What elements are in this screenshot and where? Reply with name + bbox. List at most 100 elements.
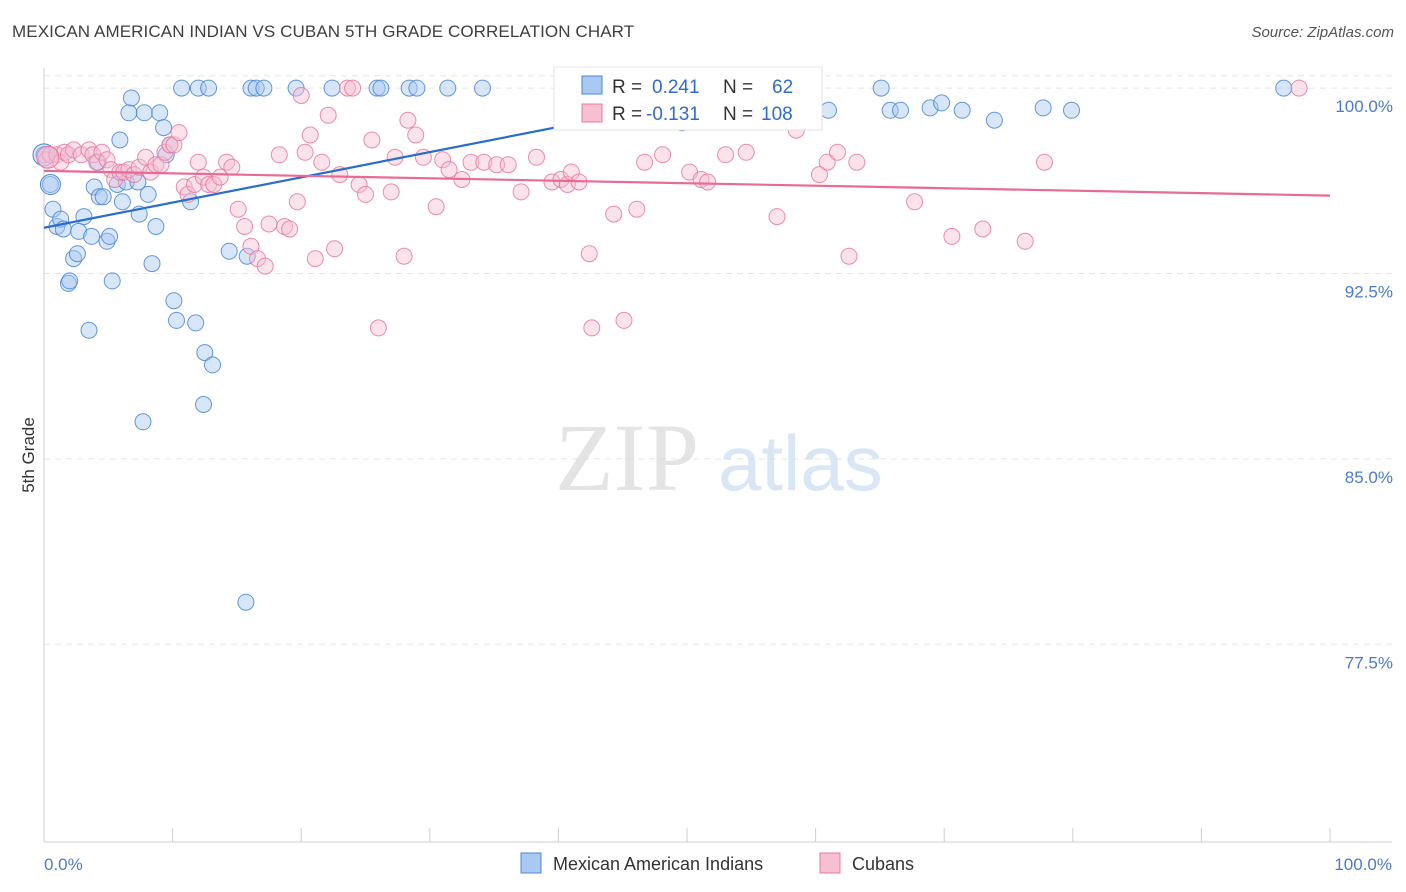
cuban-point-59 xyxy=(357,185,374,203)
y-tick-label-3: 77.5% xyxy=(1345,653,1393,672)
mexican-american-indian-point-46 xyxy=(200,79,218,97)
cuban-point-53 xyxy=(319,106,337,124)
cuban-point-38 xyxy=(229,200,247,218)
stats-n-label-blue: N = xyxy=(723,77,753,98)
mexican-american-indian-point-22 xyxy=(111,131,129,149)
mexican-american-indian-point-79 xyxy=(1034,99,1052,117)
stats-r-label-pink: R = xyxy=(612,104,642,125)
watermark-zip: ZIP xyxy=(555,404,699,511)
mexican-american-indian-point-81 xyxy=(1275,79,1293,97)
cuban-point-54 xyxy=(326,240,344,258)
mexican-american-indian-point-29 xyxy=(134,413,152,431)
cuban-point-95 xyxy=(768,208,786,226)
stats-swatch-pink xyxy=(581,103,603,123)
y-tick-label-1: 92.5% xyxy=(1345,282,1393,301)
cuban-point-97 xyxy=(811,166,828,184)
mexican-american-indian-point-35 xyxy=(155,119,173,137)
mexican-american-indian-point-48 xyxy=(220,242,238,260)
x-tick-label-max: 100.0% xyxy=(1334,855,1392,874)
cuban-point-87 xyxy=(628,200,646,218)
watermark-atlas: atlas xyxy=(718,419,883,507)
stats-box: R = 0.241 N = 62 R = -0.131 N = 108 xyxy=(553,66,823,131)
cuban-point-64 xyxy=(395,247,413,265)
cuban-point-84 xyxy=(583,319,601,337)
mexican-american-indian-point-18 xyxy=(98,232,116,250)
cuban-point-39 xyxy=(236,218,254,235)
mexican-american-indian-point-40 xyxy=(173,79,191,97)
cuban-point-48 xyxy=(292,87,310,104)
cuban-point-85 xyxy=(605,205,623,223)
mexican-american-indian-point-10 xyxy=(70,222,88,240)
mexican-american-indian-point-44 xyxy=(195,396,212,413)
mexican-american-indian-point-45 xyxy=(196,344,214,362)
cuban-point-37 xyxy=(223,158,241,176)
cuban-point-94 xyxy=(737,143,755,161)
mexican-american-indian-point-30 xyxy=(135,104,153,122)
mexican-american-indian-point-17 xyxy=(94,188,112,206)
mexican-american-indian-point-23 xyxy=(113,193,131,211)
legend: Mexican American Indians Cubans xyxy=(520,852,914,874)
cuban-point-51 xyxy=(306,250,324,268)
cuban-point-103 xyxy=(943,227,961,245)
mexican-american-indian-point-78 xyxy=(985,111,1003,129)
y-axis-label: 5th Grade xyxy=(19,417,38,493)
cuban-point-107 xyxy=(1290,79,1308,97)
cuban-point-5 xyxy=(59,146,77,164)
mexican-american-indian-point-53 xyxy=(255,79,273,97)
cuban-point-large xyxy=(36,145,60,169)
mexican-american-indian-point-12 xyxy=(80,321,98,339)
mexican-american-indian-point-20 xyxy=(103,272,121,290)
cuban-point-72 xyxy=(462,153,480,171)
cuban-point-65 xyxy=(399,111,417,129)
y-tick-label-0: 100.0% xyxy=(1335,97,1393,116)
mexican-american-indian-point-38 xyxy=(165,292,183,310)
cuban-point-60 xyxy=(363,131,381,149)
mexican-american-indian-point-32 xyxy=(143,255,161,273)
mexican-american-indian-point-16 xyxy=(90,188,108,206)
chart-title: MEXICAN AMERICAN INDIAN VS CUBAN 5TH GRA… xyxy=(12,22,635,41)
mexican-american-indian-point-9 xyxy=(68,245,86,263)
cuban-point-76 xyxy=(512,183,530,201)
x-tick-label-min: 0.0% xyxy=(44,855,83,874)
chart-source: Source: ZipAtlas.com xyxy=(1251,24,1394,41)
cuban-point-43 xyxy=(260,215,278,233)
legend-swatch-cubans xyxy=(819,852,841,874)
cuban-point-77 xyxy=(528,148,545,166)
grid-lines xyxy=(44,75,1392,645)
cuban-point-83 xyxy=(580,245,598,263)
cuban-point-101 xyxy=(848,153,866,171)
mexican-american-indian-point-57 xyxy=(372,79,390,97)
cubans-trend-line xyxy=(43,169,1331,197)
cuban-point-52 xyxy=(313,153,331,171)
cuban-point-31 xyxy=(189,153,207,171)
mexican-american-indian-point-13 xyxy=(83,227,101,245)
stats-r-label-blue: R = xyxy=(612,77,642,98)
mexican-american-indian-point-51 xyxy=(242,79,260,97)
cuban-point-92 xyxy=(699,173,717,191)
cuban-point-44 xyxy=(270,146,288,164)
legend-label-mexican-american-indians: Mexican American Indians xyxy=(553,854,763,874)
stats-swatch-blue xyxy=(581,75,603,95)
cuban-point-56 xyxy=(339,79,356,97)
cuban-point-75 xyxy=(499,156,517,174)
y-axis-tick-labels: 100.0% 92.5% 85.0% 77.5% xyxy=(1335,97,1393,672)
cuban-point-66 xyxy=(407,126,425,144)
mexican-american-indian-point-47 xyxy=(204,356,221,374)
cuban-point-25 xyxy=(161,136,179,154)
mexican-american-indian-point-61 xyxy=(474,79,491,97)
mexican-american-indian-point-7 xyxy=(61,272,79,290)
mexican-american-indian-point-74 xyxy=(892,101,909,119)
axes xyxy=(43,68,1392,843)
cuban-point-102 xyxy=(906,193,924,211)
cuban-point-30 xyxy=(186,176,203,193)
x-axis-ticks xyxy=(43,828,1331,842)
mexican-american-indian-point-19 xyxy=(101,227,119,245)
cuban-point-49 xyxy=(296,143,314,161)
mexican-american-indian-point-60 xyxy=(439,79,457,97)
mexican-american-indian-point-11 xyxy=(75,208,93,226)
cuban-point-104 xyxy=(974,220,992,238)
mexican-american-indian-point-large-2 xyxy=(39,173,61,195)
stats-n-label-pink: N = xyxy=(723,104,753,125)
legend-label-cubans: Cubans xyxy=(852,854,914,874)
